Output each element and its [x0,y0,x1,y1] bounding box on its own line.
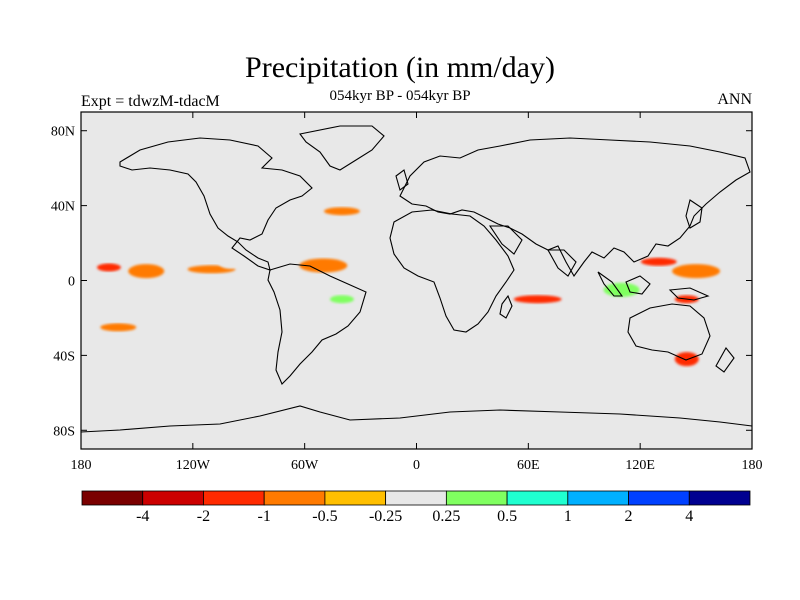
anomaly-region [218,254,243,269]
colorbar-swatch [385,490,447,506]
colorbar-swatch [81,490,144,506]
colorbar-swatch [324,490,387,506]
x-tick-label: 120E [625,458,655,473]
colorbar: -4 -2 -1 -0.5 -0.25 0.25 0.5 1 2 4 [81,490,751,525]
y-tick-label: 40S [53,349,75,364]
coast-new-zealand [715,347,735,373]
colorbar-swatch [142,490,204,506]
x-tick-label: 60E [517,458,540,473]
x-tick-label: 180 [71,458,92,473]
coast-japan [685,199,703,229]
coast-uk [395,169,409,191]
coast-new-guinea [668,287,710,301]
anomaly-region [323,207,360,216]
y-tick-label: 80N [51,125,75,140]
anomaly-region [513,295,562,304]
anomaly-layer [81,207,721,367]
x-axis: 180 120W 60W 0 60E 120E 180 [71,112,763,473]
colorbar-label: 0.25 [432,508,460,525]
y-tick-label: 80S [53,424,75,439]
y-tick-label: 0 [68,275,75,290]
anomaly-region [81,351,124,360]
colorbar-swatch [263,490,326,506]
anomaly-region [329,295,354,304]
coast-north-america [119,137,313,271]
coast-eurasia [399,137,751,278]
anomaly-region [603,282,640,297]
anomaly-region [100,323,137,332]
coast-greenland [299,125,385,171]
coast-south-america [267,263,367,385]
chart-title: Precipitation (in mm/day) [245,51,555,84]
colorbar-label: -4 [136,508,149,525]
coast-borneo [625,275,651,295]
anomaly-region [640,257,677,266]
x-tick-label: 0 [413,458,420,473]
anomaly-region [96,263,121,272]
y-tick-label: 40N [51,200,75,215]
colorbar-label: -1 [258,508,271,525]
x-tick-label: 60W [291,458,319,473]
chart-subtitle: 054kyr BP - 054kyr BP [329,88,471,104]
x-tick-label: 120W [176,458,211,473]
colorbar-label: -0.5 [312,508,337,525]
coastlines [81,125,752,433]
colorbar-label: -2 [197,508,210,525]
colorbar-swatch [506,490,569,506]
coast-arabia [488,225,523,255]
coast-sumatra [597,271,624,297]
colorbar-swatch [203,490,265,506]
coast-australia [627,303,711,361]
anomaly-region [544,264,569,279]
coast-antarctica [81,405,752,433]
colorbar-label: -0.25 [369,508,402,525]
anomaly-region [672,264,721,279]
coast-africa [389,209,515,333]
colorbar-label: 2 [625,508,633,525]
colorbar-swatch [445,490,508,506]
map-background [81,112,752,449]
anomaly-region [128,264,165,279]
y-axis: 80N 40N 0 40S 80S [51,125,752,439]
experiment-label: Expt = tdwzM-tdacM [81,93,220,110]
colorbar-label: 0.5 [497,508,517,525]
season-label: ANN [717,91,752,108]
colorbar-swatch [628,490,690,506]
colorbar-swatch [688,490,751,506]
coast-madagascar [499,294,513,319]
colorbar-swatch [567,490,629,506]
anomaly-region [299,258,348,273]
coast-india [547,249,577,277]
anomaly-region [342,314,379,329]
colorbar-label: 4 [685,508,693,525]
colorbar-label: 1 [564,508,572,525]
x-tick-label: 180 [742,458,763,473]
